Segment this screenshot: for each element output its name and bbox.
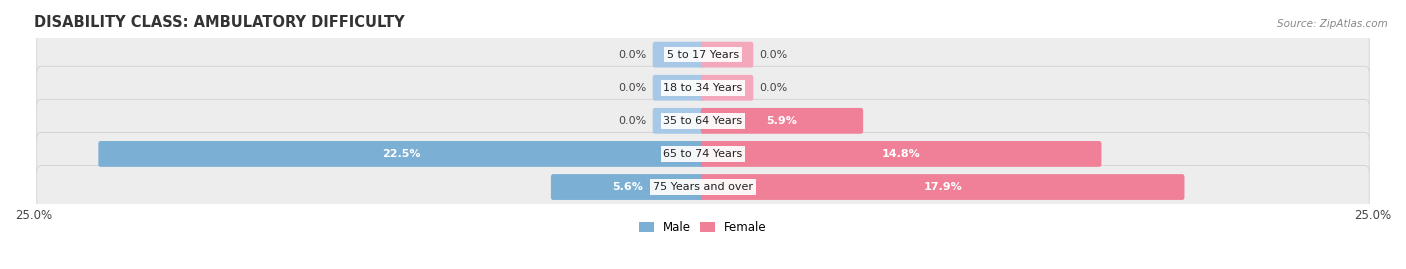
- FancyBboxPatch shape: [700, 141, 1101, 167]
- Text: 65 to 74 Years: 65 to 74 Years: [664, 149, 742, 159]
- Text: 14.8%: 14.8%: [882, 149, 921, 159]
- Text: 0.0%: 0.0%: [619, 83, 647, 93]
- Text: 22.5%: 22.5%: [382, 149, 420, 159]
- FancyBboxPatch shape: [652, 75, 706, 101]
- FancyBboxPatch shape: [652, 108, 706, 134]
- Text: 0.0%: 0.0%: [759, 50, 787, 60]
- FancyBboxPatch shape: [700, 42, 754, 68]
- Text: 0.0%: 0.0%: [619, 50, 647, 60]
- FancyBboxPatch shape: [37, 66, 1369, 109]
- Text: 35 to 64 Years: 35 to 64 Years: [664, 116, 742, 126]
- Text: 0.0%: 0.0%: [619, 116, 647, 126]
- Text: 0.0%: 0.0%: [759, 83, 787, 93]
- FancyBboxPatch shape: [37, 99, 1369, 142]
- FancyBboxPatch shape: [37, 165, 1369, 208]
- FancyBboxPatch shape: [98, 141, 706, 167]
- FancyBboxPatch shape: [700, 108, 863, 134]
- Legend: Male, Female: Male, Female: [640, 221, 766, 234]
- Text: 5.6%: 5.6%: [613, 182, 644, 192]
- Text: Source: ZipAtlas.com: Source: ZipAtlas.com: [1277, 19, 1388, 29]
- FancyBboxPatch shape: [652, 42, 706, 68]
- Text: 75 Years and over: 75 Years and over: [652, 182, 754, 192]
- FancyBboxPatch shape: [37, 132, 1369, 175]
- Text: 18 to 34 Years: 18 to 34 Years: [664, 83, 742, 93]
- Text: 5.9%: 5.9%: [766, 116, 797, 126]
- Text: DISABILITY CLASS: AMBULATORY DIFFICULTY: DISABILITY CLASS: AMBULATORY DIFFICULTY: [34, 15, 404, 30]
- FancyBboxPatch shape: [551, 174, 706, 200]
- FancyBboxPatch shape: [700, 75, 754, 101]
- Text: 17.9%: 17.9%: [924, 182, 962, 192]
- Text: 5 to 17 Years: 5 to 17 Years: [666, 50, 740, 60]
- FancyBboxPatch shape: [37, 33, 1369, 76]
- FancyBboxPatch shape: [700, 174, 1184, 200]
